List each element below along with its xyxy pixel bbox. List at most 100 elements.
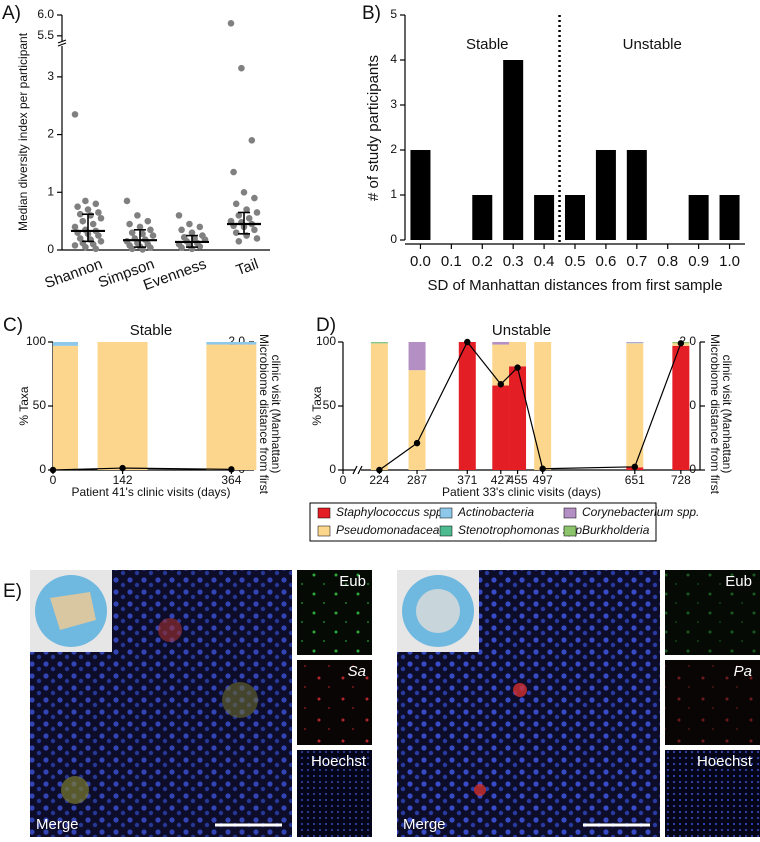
x-axis-label: Patient 33's clinic visits (days) — [442, 485, 601, 499]
merge-label: Merge — [403, 816, 446, 833]
y-tick-label: 0 — [47, 242, 54, 256]
y-tick-label: 3 — [47, 69, 54, 83]
y-tick-label: 0 — [329, 462, 336, 476]
x-axis-label: Patient 41's clinic visits (days) — [71, 485, 230, 499]
inset-signal — [297, 660, 372, 745]
inset-signal — [297, 570, 372, 655]
data-point — [186, 220, 193, 228]
y-tick-label: 1 — [47, 184, 54, 198]
bar-segment — [492, 344, 510, 386]
x-tick-label: Tail — [234, 256, 261, 280]
y-tick-label: 50 — [323, 398, 337, 412]
bar-segment — [53, 345, 78, 470]
x-tick-label: 0.6 — [595, 253, 616, 270]
data-point — [84, 206, 92, 213]
x-tick-label: 371 — [457, 473, 477, 487]
bar-segment — [626, 342, 644, 344]
data-point — [97, 214, 105, 222]
bar-segment — [509, 366, 527, 470]
data-point — [178, 226, 185, 234]
data-point — [128, 245, 136, 253]
y-tick-label: 0 — [390, 232, 397, 246]
line-point — [497, 381, 504, 388]
inset-signal — [665, 750, 760, 837]
data-point — [95, 209, 102, 216]
data-point — [95, 232, 102, 239]
data-point — [251, 226, 258, 234]
legend-swatch — [563, 525, 577, 537]
cluster — [61, 776, 89, 804]
axis-break — [352, 465, 358, 475]
bar-segment — [53, 342, 78, 346]
legend-label: Stenotrophomonas spp. — [458, 523, 585, 537]
y-tick-label: 6.0 — [37, 7, 54, 21]
annotation: Stable — [466, 36, 509, 53]
x-tick-label: 0.4 — [534, 253, 555, 270]
y-tick-label: 1 — [390, 187, 397, 201]
y2-axis-label: Microbiome distance from first — [708, 334, 722, 495]
cluster — [158, 618, 182, 642]
panel-label: D) — [316, 315, 336, 336]
annotation: Unstable — [623, 36, 682, 53]
y2-axis-label: Microbiome distance from first — [257, 334, 271, 495]
data-point — [128, 229, 136, 236]
axis-break — [357, 465, 363, 475]
x-tick-label: 287 — [407, 473, 427, 487]
bar — [688, 195, 709, 240]
cluster — [513, 683, 527, 697]
bar-segment — [408, 342, 426, 371]
bar — [472, 195, 493, 240]
y-axis-label: # of study participants — [365, 55, 382, 201]
data-point — [139, 230, 146, 238]
line-point — [413, 439, 421, 447]
bar-segment — [492, 385, 510, 470]
data-point — [92, 245, 100, 253]
y2-axis-label: clinic visit (Manhattan) — [269, 355, 283, 474]
line-point — [514, 364, 521, 371]
data-point — [89, 220, 97, 228]
legend-label: Staphylococcus spp. — [336, 505, 446, 519]
cluster — [474, 784, 486, 796]
data-point — [227, 20, 235, 27]
bar-segment — [672, 345, 690, 470]
line-point — [376, 466, 383, 474]
line-point — [631, 463, 638, 470]
sample — [50, 592, 96, 630]
data-point — [71, 242, 79, 249]
legend-box — [309, 502, 657, 542]
line-point — [228, 466, 235, 473]
x-tick-label: 224 — [369, 473, 389, 487]
legend-label: Burkholderia — [582, 523, 650, 537]
data-point — [123, 197, 131, 205]
line-point — [677, 340, 685, 347]
bar-segment — [370, 342, 388, 343]
x-tick-label: 651 — [625, 473, 645, 487]
panel-label: C) — [3, 315, 23, 336]
x-tick-label: 497 — [533, 473, 553, 487]
x-axis-label: SD of Manhattan distances from first sam… — [427, 277, 722, 294]
data-point — [178, 244, 185, 251]
y-tick-label: 100 — [316, 334, 336, 348]
x-tick-label: 0.9 — [688, 253, 709, 270]
panel-label: A) — [2, 3, 21, 24]
bar-segment — [97, 342, 148, 470]
data-point — [134, 212, 141, 219]
bar — [534, 195, 555, 240]
x-tick-label: 0 — [50, 473, 57, 487]
bar-segment — [370, 343, 388, 470]
bar — [719, 195, 740, 240]
x-tick-label: 427 — [491, 473, 511, 487]
data-point — [71, 111, 79, 118]
x-tick-label: 0 — [340, 473, 347, 487]
line-point — [49, 466, 57, 474]
line-point — [539, 465, 546, 472]
panel-label: E) — [3, 581, 22, 602]
chart-title: Stable — [130, 322, 173, 339]
y-tick-label: 3 — [390, 97, 397, 111]
y-tick-label: 100 — [26, 334, 46, 348]
legend-swatch — [317, 507, 331, 519]
data-point — [251, 194, 258, 202]
line — [379, 340, 682, 471]
x-tick-label: 0.5 — [565, 253, 586, 270]
